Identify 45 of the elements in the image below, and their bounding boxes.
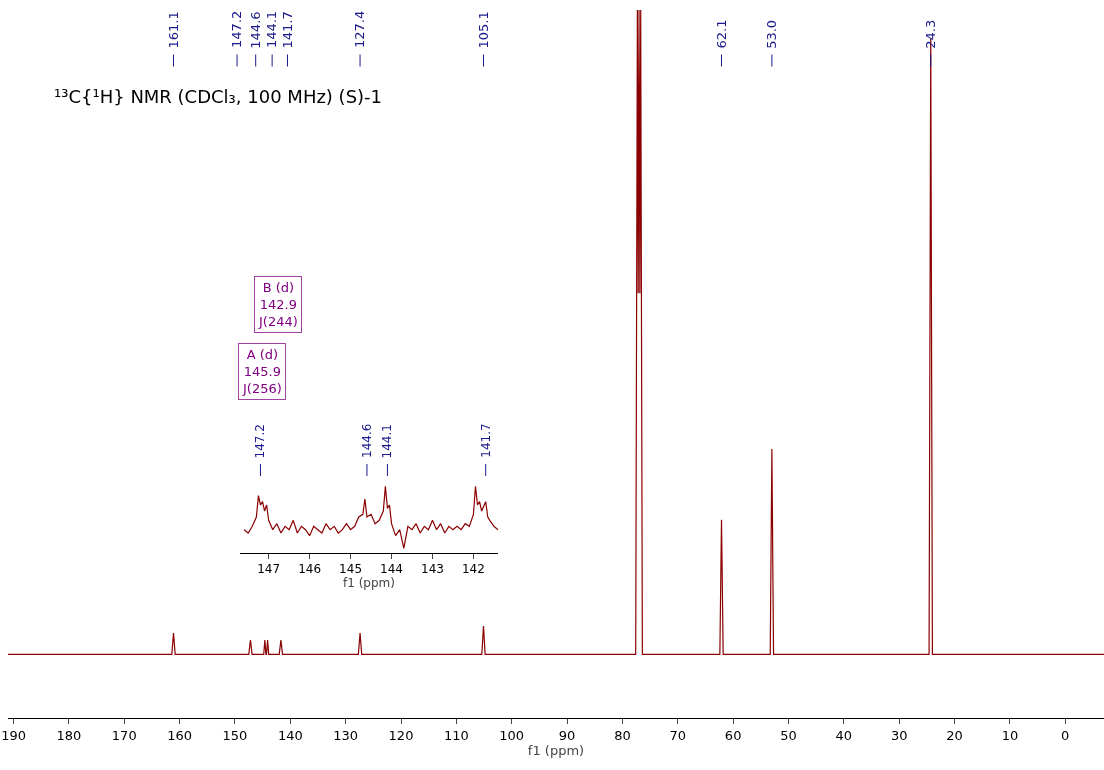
x-tick-label: 120 [388,727,414,743]
x-tick-label: 20 [946,727,963,743]
x-tick-label: 150 [222,727,248,743]
annotation: 144.6 [359,423,374,458]
x-axis-title: f1 (ppm) [343,576,395,591]
x-tick-label: 147 [257,562,281,577]
x-tick-label: 140 [277,727,303,743]
annotation: 62.1 [713,19,729,49]
x-tick-label: 130 [333,727,359,743]
x-tick-label: 30 [890,727,908,743]
x-tick-label: 190 [1,727,26,743]
x-tick-label: 40 [835,727,853,743]
x-tick-label: 90 [558,727,576,743]
x-tick-label: 80 [614,727,631,743]
x-tick-label: 50 [780,727,797,743]
x-tick-label: 180 [56,727,82,743]
annotation: 161.1 [165,11,181,49]
annotation: 127.4 [352,10,368,49]
annotation: 147.2 [229,10,245,49]
annotation: 144.1 [264,10,280,49]
x-tick-label: 160 [167,727,193,743]
annotation: 24.3 [922,19,938,49]
x-tick-label: 60 [724,727,742,743]
x-tick-label: 143 [421,562,444,577]
text: ¹³C{¹H} NMR (CDCl₃, 100 MHz) (S)-1 [54,86,383,107]
x-tick-label: 142 [461,562,485,577]
x-tick-label: 0 [1061,727,1070,743]
annotation: 53.0 [763,19,779,49]
x-tick-label: 110 [443,727,469,743]
annotation: B (d) 142.9 J(244) [258,280,298,329]
x-tick-label: 70 [669,727,687,743]
x-axis-title: f1 (ppm) [527,742,585,758]
annotation: 141.7 [478,423,493,458]
x-tick-label: 146 [298,562,322,577]
annotation: 141.7 [279,11,295,49]
annotation: 105.1 [475,11,491,49]
x-tick-label: 144 [380,562,403,577]
x-tick-label: 170 [111,727,137,743]
annotation: A (d) 145.9 J(256) [242,347,282,396]
annotation: 144.1 [380,424,395,459]
annotation: 144.6 [247,11,263,49]
x-tick-label: 100 [499,727,525,743]
x-tick-label: 145 [339,562,363,577]
x-tick-label: 10 [1001,727,1019,743]
annotation: 147.2 [253,424,268,459]
